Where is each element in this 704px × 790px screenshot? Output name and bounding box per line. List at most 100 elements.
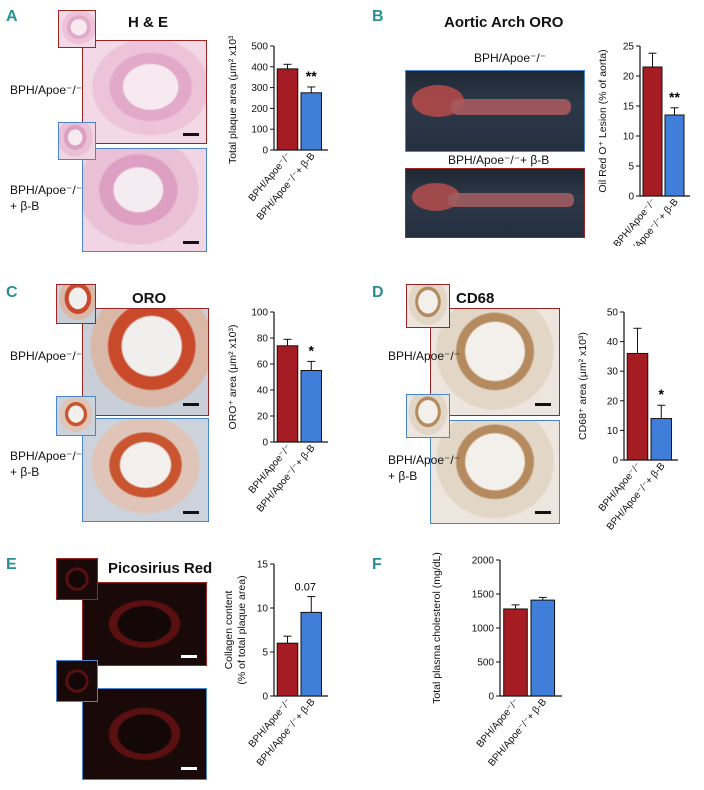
panel-label-a: A [6,8,18,25]
y-axis-label: Total plasma cholesterol (mg/dL) [431,552,443,704]
scale-bar [183,133,199,136]
panel-title-picosirius: Picosirius Red [108,560,213,577]
aorta-photo-bph [405,70,585,152]
scale-bar [183,241,199,244]
bar [300,92,323,151]
y-tick-label: 0 [262,438,268,449]
bar [300,370,323,443]
group-label-bb-treatment: + β-B [10,465,40,479]
cd68-inset-bb [406,394,450,438]
y-tick-label: 50 [607,308,619,319]
y-tick-label: 15 [257,560,269,571]
bar [276,345,299,443]
group-label-bph: BPH/Apoe⁻/⁻ [10,349,83,363]
bar [530,599,556,697]
he-inset-bb [58,122,96,160]
panel-title-he: H & E [128,14,169,31]
scale-bar [535,511,551,514]
oro-micrograph-bb [82,418,209,522]
group-label-bb: BPH/Apoe⁻/⁻+ β-B [448,153,550,167]
picosirius-inset-bph [56,558,98,600]
bar [300,611,323,697]
y-tick-label: 10 [607,426,619,437]
y-tick-label: 15 [623,102,635,113]
y-tick-label: 0 [262,692,268,703]
group-label-bb: BPH/Apoe⁻/⁻ [388,453,461,467]
group-label-bb: BPH/Apoe⁻/⁻ [10,183,83,197]
oro-inset-bph [56,284,96,324]
panel-label-c: C [6,284,18,301]
panel-title-aortic-arch: Aortic Arch ORO [444,14,564,31]
y-tick-label: 20 [607,396,619,407]
group-label-bb-treatment: + β-B [10,199,40,213]
bar [642,66,663,197]
group-label-bb-treatment: + β-B [388,469,418,483]
bar-chart-f: 0500100015002000BPH/Apoe⁻/⁻BPH/Apoe⁻/⁻+ … [431,552,562,769]
aorta-tissue [412,85,571,117]
scale-bar [183,403,199,406]
y-tick-label: 5 [262,648,268,659]
y-axis-label: Oil Red O⁺ Lesion (% of aorta) [597,49,609,192]
group-label-bph: BPH/Apoe⁻/⁻ [474,51,547,65]
he-micrograph-bph [82,40,207,144]
significance-annotation: ** [306,68,317,84]
he-micrograph-bb [82,148,207,252]
y-tick-label: 60 [257,360,269,371]
group-label-bph: BPH/Apoe⁻/⁻ [388,349,461,363]
y-tick-label: 5 [628,162,634,173]
panel-title-oro: ORO [132,290,167,307]
group-label-bph: BPH/Apoe⁻/⁻ [10,83,83,97]
y-tick-label: 0 [262,146,268,157]
y-axis-label-line2: (% of total plaque area) [236,575,248,684]
y-tick-label: 1500 [472,590,495,601]
y-tick-label: 2000 [472,556,495,567]
y-tick-label: 100 [251,125,268,136]
y-tick-label: 20 [623,72,635,83]
y-tick-label: 80 [257,334,269,345]
significance-annotation: 0.07 [295,582,316,594]
cd68-inset-bph [406,284,450,328]
y-tick-label: 30 [607,367,619,378]
panel-label-f: F [372,556,382,573]
y-tick-label: 20 [257,412,269,423]
picosirius-micrograph-bph [82,582,207,666]
y-axis-label: CD68⁺ area (μm² x10³) [577,332,589,440]
oro-inset-bb [56,396,96,436]
y-tick-label: 0 [612,456,618,467]
scale-bar [183,511,199,514]
significance-annotation: ** [669,89,680,105]
y-tick-label: 40 [607,337,619,348]
scale-bar [181,767,197,770]
picosirius-micrograph-bb [82,688,207,780]
y-tick-label: 1000 [472,624,495,635]
y-tick-label: 400 [251,62,268,73]
he-inset-bph [58,10,96,48]
panel-label-e: E [6,556,17,573]
oro-micrograph-bph [82,308,209,416]
bar [503,608,528,697]
y-tick-label: 500 [251,42,268,53]
y-tick-label: 500 [477,658,494,669]
scale-bar [181,655,197,658]
panel-title-cd68: CD68 [456,290,495,307]
y-tick-label: 40 [257,386,269,397]
panel-label-b: B [372,8,384,25]
y-tick-label: 300 [251,83,268,94]
group-label-bb: BPH/Apoe⁻/⁻ [10,449,83,463]
y-tick-label: 0 [628,192,634,203]
bar [276,68,299,151]
y-tick-label: 200 [251,104,268,115]
y-tick-label: 25 [623,42,635,53]
bar-chart-a: 0100200300400500BPH/Apoe⁻/⁻BPH/Apoe⁻/⁻+ … [227,36,328,223]
y-axis-label: Collagen content [223,591,235,670]
cd68-micrograph-bph [430,308,560,416]
scale-bar [535,403,551,406]
y-tick-label: 10 [257,604,269,615]
y-axis-label: ORO⁺ area (μm² x10³) [227,325,239,430]
significance-annotation: * [659,386,665,402]
significance-annotation: * [309,342,315,358]
